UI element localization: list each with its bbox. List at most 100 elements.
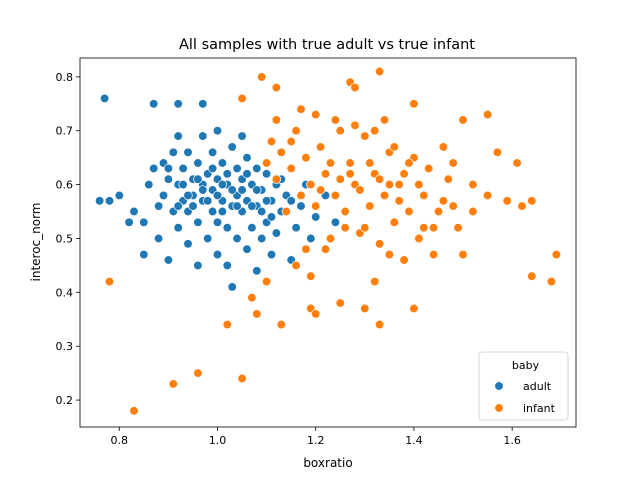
point-adult-60 xyxy=(242,244,252,254)
point-adult-11 xyxy=(144,179,154,190)
point-infant-103 xyxy=(374,174,385,184)
point-infant-104 xyxy=(365,158,375,168)
point-infant-45 xyxy=(414,233,424,244)
point-infant-31 xyxy=(517,201,527,211)
point-adult-102 xyxy=(207,163,218,174)
series-adult xyxy=(94,93,341,292)
x-tick-label: 0.8 xyxy=(111,434,129,447)
data-points xyxy=(94,66,562,416)
point-infant-24 xyxy=(350,82,360,93)
point-adult-52 xyxy=(227,142,237,152)
point-adult-25 xyxy=(178,163,188,174)
point-adult-71 xyxy=(261,169,272,179)
point-adult-4 xyxy=(94,196,105,206)
x-axis-ticks: 0.8 1.0 1.2 1.4 1.6 xyxy=(111,427,521,447)
point-adult-56 xyxy=(232,163,242,174)
point-adult-7 xyxy=(124,217,134,227)
point-adult-21 xyxy=(173,223,183,233)
point-adult-23 xyxy=(173,131,183,141)
point-infant-33 xyxy=(546,276,557,287)
legend-title: baby xyxy=(512,359,540,372)
point-infant-18 xyxy=(257,72,267,82)
legend: baby adult infant xyxy=(478,351,569,421)
point-infant-92 xyxy=(301,244,311,254)
point-adult-20 xyxy=(168,147,178,157)
point-infant-80 xyxy=(330,115,341,125)
point-infant-74 xyxy=(271,174,282,184)
point-adult-106 xyxy=(173,201,183,211)
point-infant-17 xyxy=(370,276,380,287)
legend-label-infant: infant xyxy=(523,402,556,415)
point-adult-36 xyxy=(198,131,208,141)
point-adult-83 xyxy=(311,212,321,222)
point-infant-72 xyxy=(281,206,291,217)
point-infant-60 xyxy=(340,206,350,217)
point-infant-73 xyxy=(276,147,286,157)
point-infant-39 xyxy=(453,223,463,233)
point-adult-37 xyxy=(203,233,213,244)
legend-label-adult: adult xyxy=(523,380,552,393)
point-infant-55 xyxy=(365,201,375,211)
point-infant-43 xyxy=(424,163,434,174)
point-adult-31 xyxy=(193,260,203,271)
point-adult-93 xyxy=(222,169,232,179)
point-infant-61 xyxy=(335,126,345,136)
point-infant-50 xyxy=(389,217,399,227)
y-tick-label: 0.4 xyxy=(56,286,74,299)
point-infant-71 xyxy=(286,163,296,174)
point-adult-86 xyxy=(163,163,174,174)
x-tick-label: 1.6 xyxy=(503,434,521,447)
point-infant-101 xyxy=(325,158,336,168)
point-adult-101 xyxy=(261,196,272,206)
point-adult-104 xyxy=(193,174,203,184)
point-infant-98 xyxy=(355,185,365,195)
point-infant-36 xyxy=(482,190,493,201)
point-adult-41 xyxy=(207,147,218,157)
point-infant-100 xyxy=(335,174,345,184)
point-infant-102 xyxy=(315,185,326,195)
point-infant-85 xyxy=(414,179,424,190)
point-infant-83 xyxy=(389,142,399,152)
point-infant-12 xyxy=(306,271,316,281)
point-adult-32 xyxy=(193,217,203,227)
point-infant-91 xyxy=(320,244,331,254)
series-infant xyxy=(104,66,562,416)
point-infant-42 xyxy=(428,249,439,260)
point-infant-97 xyxy=(394,196,404,206)
point-infant-25 xyxy=(409,99,419,109)
point-infant-23 xyxy=(374,66,385,77)
point-adult-53 xyxy=(227,282,237,292)
point-adult-47 xyxy=(217,158,228,168)
point-infant-89 xyxy=(468,179,478,190)
point-adult-90 xyxy=(203,196,213,206)
point-infant-11 xyxy=(311,309,321,319)
point-infant-34 xyxy=(527,271,537,281)
legend-marker-infant xyxy=(494,403,504,413)
point-infant-8 xyxy=(261,276,272,287)
point-infant-77 xyxy=(271,115,282,125)
point-infant-7 xyxy=(252,309,262,319)
point-adult-54 xyxy=(232,233,242,244)
point-infant-19 xyxy=(271,82,282,93)
x-tick-label: 1.0 xyxy=(209,434,227,447)
point-infant-37 xyxy=(468,206,478,217)
point-infant-38 xyxy=(458,249,468,260)
point-infant-2 xyxy=(168,379,178,389)
point-adult-59 xyxy=(237,131,247,141)
point-infant-28 xyxy=(492,147,503,157)
point-infant-49 xyxy=(394,179,404,190)
point-infant-5 xyxy=(222,319,232,330)
point-infant-40 xyxy=(443,174,453,184)
point-infant-4 xyxy=(237,373,247,384)
point-adult-8 xyxy=(129,206,139,217)
point-adult-92 xyxy=(217,206,228,217)
plot-frame xyxy=(79,57,577,428)
y-axis-ticks: 0.2 0.3 0.4 0.5 0.6 0.7 0.8 xyxy=(56,71,80,407)
point-adult-39 xyxy=(207,206,218,217)
point-adult-1 xyxy=(149,99,159,109)
point-infant-68 xyxy=(301,153,311,163)
point-infant-16 xyxy=(409,303,419,314)
point-infant-64 xyxy=(320,169,331,179)
point-adult-94 xyxy=(227,185,237,195)
